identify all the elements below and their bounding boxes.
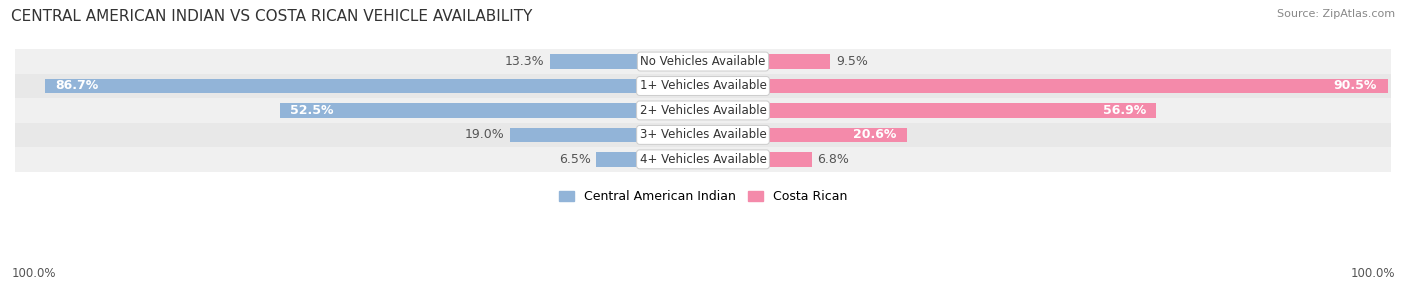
Text: 52.5%: 52.5% [290,104,333,117]
Text: 2+ Vehicles Available: 2+ Vehicles Available [640,104,766,117]
Bar [596,152,641,167]
Bar [15,147,1391,172]
Text: 1+ Vehicles Available: 1+ Vehicles Available [640,80,766,92]
Text: 9.5%: 9.5% [835,55,868,68]
Bar [765,54,831,69]
Bar [15,98,1391,123]
Bar [765,128,907,142]
Text: 13.3%: 13.3% [505,55,544,68]
Text: 56.9%: 56.9% [1102,104,1146,117]
Bar [765,103,1156,118]
Legend: Central American Indian, Costa Rican: Central American Indian, Costa Rican [554,185,852,208]
Text: No Vehicles Available: No Vehicles Available [640,55,766,68]
Text: CENTRAL AMERICAN INDIAN VS COSTA RICAN VEHICLE AVAILABILITY: CENTRAL AMERICAN INDIAN VS COSTA RICAN V… [11,9,533,23]
Text: 100.0%: 100.0% [11,267,56,280]
Bar [15,49,1391,74]
Bar [15,123,1391,147]
Bar [550,54,641,69]
Bar [765,79,1388,93]
Text: 3+ Vehicles Available: 3+ Vehicles Available [640,128,766,141]
Text: 6.5%: 6.5% [560,153,591,166]
Text: 90.5%: 90.5% [1334,80,1378,92]
Bar [765,152,811,167]
Text: 6.8%: 6.8% [817,153,849,166]
Text: 4+ Vehicles Available: 4+ Vehicles Available [640,153,766,166]
Text: 86.7%: 86.7% [55,80,98,92]
Text: Source: ZipAtlas.com: Source: ZipAtlas.com [1277,9,1395,19]
Text: 100.0%: 100.0% [1350,267,1395,280]
Text: 19.0%: 19.0% [465,128,505,141]
Bar [280,103,641,118]
Bar [510,128,641,142]
Text: 20.6%: 20.6% [853,128,897,141]
Bar [15,74,1391,98]
Bar [45,79,641,93]
